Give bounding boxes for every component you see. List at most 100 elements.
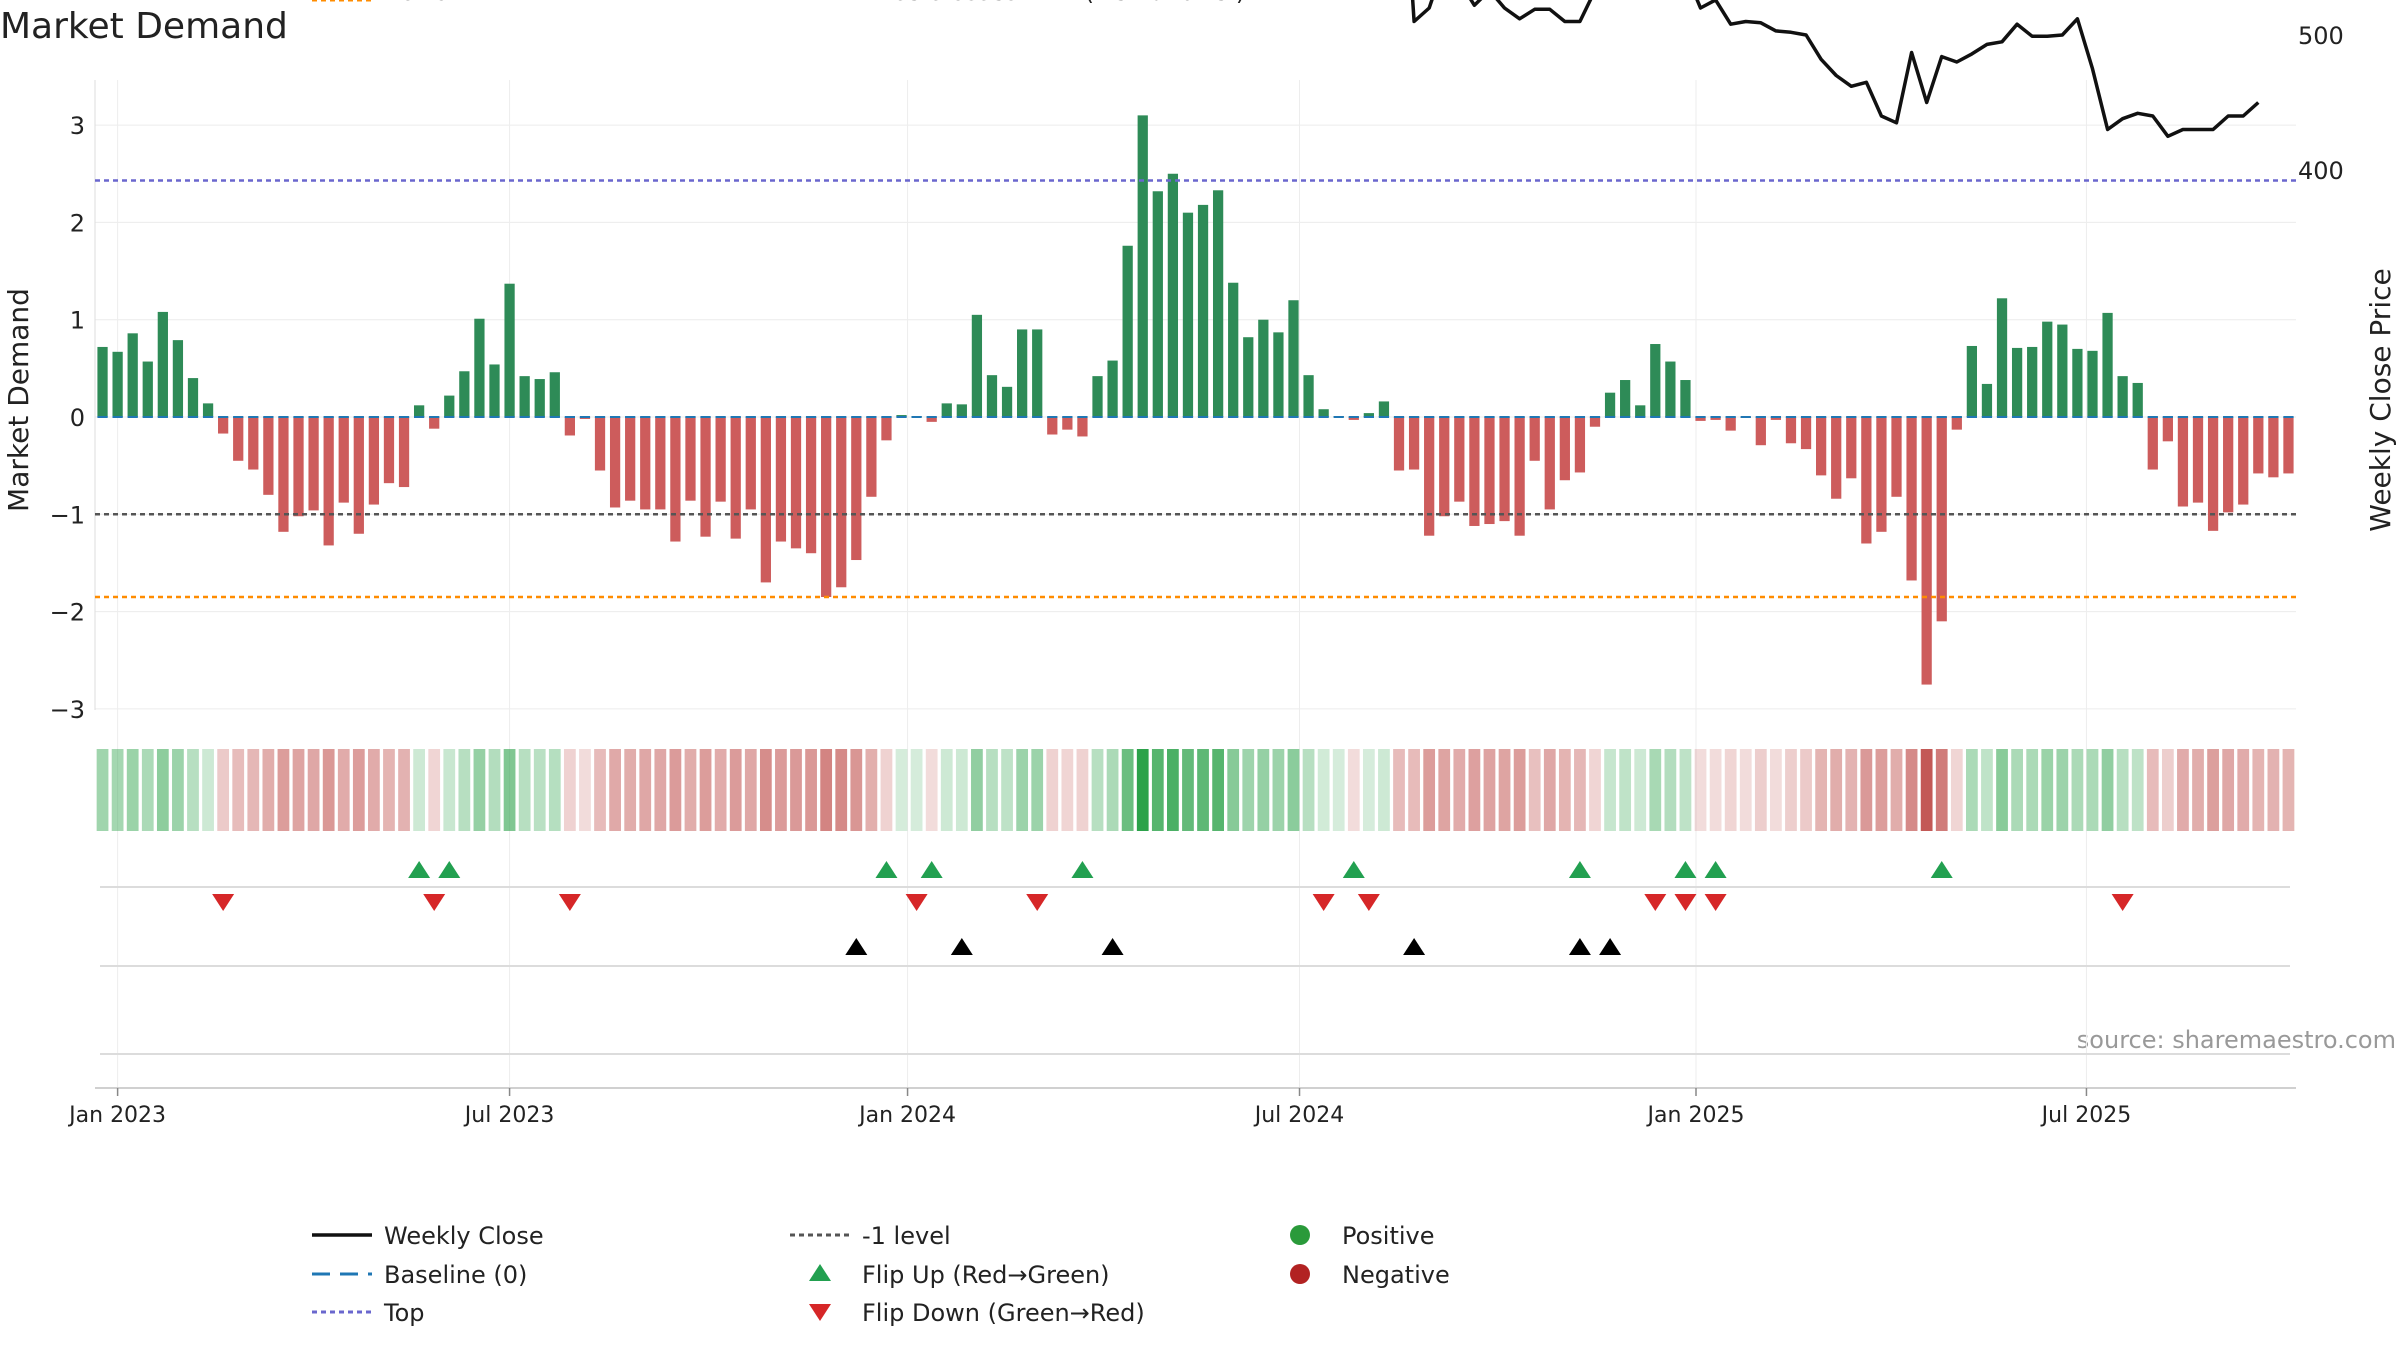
left-tick-label: 2 [70, 209, 85, 237]
demand-bar [1424, 417, 1435, 536]
raster-cell [2056, 749, 2069, 831]
demand-bar [1137, 115, 1148, 418]
demand-bar [1816, 417, 1827, 476]
demand-bar [1393, 417, 1405, 471]
raster-cell [850, 749, 863, 831]
raster-cell [1106, 749, 1119, 831]
raster-cell [217, 749, 230, 831]
raster-cell [1257, 749, 1270, 831]
flip-up-marker [1071, 861, 1094, 878]
demand-raster-strip [96, 749, 2295, 831]
x-axis: Jan 2023 Jul 2023 Jan 2024 Jul 2024 Jan 2025… [67, 1088, 2131, 1128]
raster-cell [594, 749, 606, 831]
legend-label: Top [383, 1299, 425, 1327]
demand-bar [1092, 376, 1103, 417]
raster-cell [533, 749, 546, 831]
raster-cell [1378, 749, 1390, 831]
demand-bar [2223, 417, 2234, 513]
raster-cell [1091, 749, 1104, 831]
raster-cell [2252, 749, 2265, 831]
raster-cell [971, 749, 983, 831]
demand-bar [142, 361, 153, 417]
legend: Weekly Close Baseline (0) Top Bottom -1 leve… [312, 0, 1450, 1327]
raster-cell [1408, 749, 1420, 831]
raster-cell [775, 749, 787, 831]
demand-bar [1559, 417, 1570, 481]
raster-cell [1890, 749, 1903, 831]
flip-up-marker [1342, 861, 1365, 878]
demand-bar [1966, 345, 1978, 417]
flip-down-marker [1357, 894, 1380, 911]
raster-cell [1770, 749, 1782, 831]
demand-bar [700, 417, 711, 537]
raster-cell [940, 749, 953, 831]
raster-cell [1121, 749, 1134, 831]
demand-bar [2102, 312, 2113, 417]
raster-cell [262, 749, 275, 831]
demand-bar [187, 378, 199, 417]
demand-bar [775, 417, 787, 542]
raster-cell [322, 749, 335, 831]
demand-bar [956, 404, 967, 417]
flip-down-marker [1026, 894, 1049, 911]
raster-cell [744, 749, 757, 831]
raster-cell [232, 749, 245, 831]
demand-bar [127, 333, 138, 417]
demand-bar [1363, 413, 1374, 417]
flip-up-marker [1704, 861, 1727, 878]
legend-label: Flip Up (Red→Green) [862, 1261, 1110, 1289]
legend-label: Negative [1342, 1261, 1450, 1289]
demand-bar [1001, 386, 1013, 417]
demand-bar [2192, 417, 2204, 503]
demand-bar [2011, 347, 2023, 417]
raster-cell [398, 749, 410, 831]
demand-bar [670, 417, 681, 542]
raster-cell [141, 749, 154, 831]
demand-bar [1408, 417, 1420, 470]
raster-cell [1167, 749, 1179, 831]
demand-bar [1454, 417, 1465, 502]
raster-cell [1528, 749, 1541, 831]
raster-cell [1227, 749, 1240, 831]
demand-bar [1710, 417, 1721, 420]
price-cross-marker [845, 938, 868, 955]
raster-cell [2101, 749, 2114, 831]
raster-cell [1589, 749, 1601, 831]
raster-cell [1151, 749, 1164, 831]
demand-bar [1348, 417, 1359, 420]
demand-bar [2253, 417, 2264, 474]
legend-label: Flip Down (Green→Red) [862, 1299, 1145, 1327]
flip-up-marker [1568, 861, 1591, 878]
left-tick-label: −1 [50, 501, 85, 529]
demand-bar [609, 417, 621, 508]
demand-bar [1017, 329, 1028, 417]
raster-cell [2192, 749, 2204, 831]
raster-cell [277, 749, 290, 831]
raster-cell [156, 749, 169, 831]
demand-bar [429, 417, 440, 429]
raster-cell [307, 749, 320, 831]
raster-cell [1558, 749, 1571, 831]
legend-swatch [809, 1264, 831, 1281]
demand-bar [1981, 383, 1993, 417]
demand-bar [1378, 401, 1390, 417]
demand-bar [459, 371, 470, 417]
demand-bar [821, 417, 832, 598]
flip-up-marker [1930, 861, 1953, 878]
legend-swatch [1290, 1225, 1310, 1245]
flip-down-marker [423, 894, 446, 911]
right-axis-label: Weekly Close Price [2364, 268, 2397, 531]
raster-cell [2282, 749, 2295, 831]
demand-bar [564, 417, 575, 436]
flip-down-marker [2111, 894, 2134, 911]
raster-cell [1182, 749, 1194, 831]
raster-cell [413, 749, 425, 831]
demand-bar [1047, 417, 1058, 435]
flip-up-marker [875, 861, 898, 878]
demand-bar [233, 417, 244, 461]
raster-cell [1347, 749, 1360, 831]
x-tick-label: Jul 2023 [463, 1103, 555, 1128]
raster-cell [880, 749, 893, 831]
raster-cell [729, 749, 742, 831]
demand-bar [263, 417, 274, 495]
